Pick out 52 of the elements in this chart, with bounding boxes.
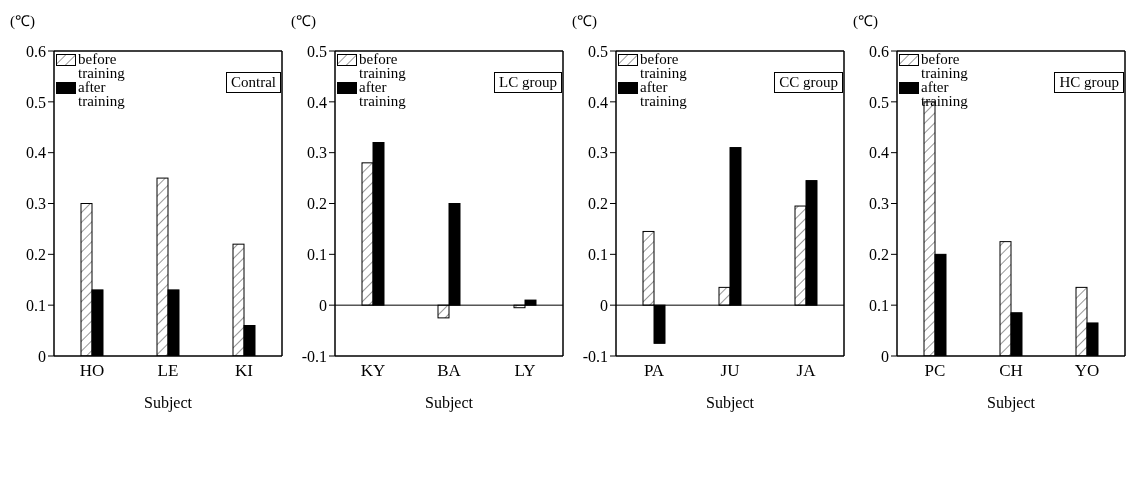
y-axis-title: (℃) [291, 12, 316, 30]
x-axis-title: Subject [987, 394, 1036, 412]
y-tick-label: 0.3 [307, 144, 327, 162]
y-tick-label: -0.1 [582, 347, 608, 365]
x-axis-title: Subject [425, 394, 474, 412]
x-tick-label: PC [924, 361, 946, 381]
text: Contral [226, 72, 281, 93]
y-tick-label: 0.5 [307, 42, 327, 60]
y-tick-label: 0.2 [26, 246, 46, 264]
y-tick-label: 0.1 [26, 296, 46, 314]
y-tick-label: 0.4 [869, 144, 889, 162]
y-tick-label: 0 [38, 347, 46, 365]
x-tick-label: KI [235, 361, 254, 381]
x-tick-label: YO [1074, 361, 1100, 381]
x-tick-label: JA [796, 361, 817, 381]
x-tick-label: KY [360, 361, 386, 381]
y-tick-label: -0.1 [301, 347, 327, 365]
y-tick-label: 0.2 [588, 195, 608, 213]
y-axis-title: (℃) [853, 12, 878, 30]
y-tick-label: 0.1 [588, 246, 608, 264]
x-axis-title: Subject [706, 394, 755, 412]
text: HC group [1054, 72, 1124, 93]
x-tick-label: LE [157, 361, 179, 381]
y-tick-label: 0.6 [26, 42, 46, 60]
text: CC group [774, 72, 843, 93]
y-tick-label: 0.1 [869, 296, 889, 314]
text: LC group [494, 72, 562, 93]
y-tick-label: 0.4 [26, 144, 46, 162]
y-tick-label: 0.5 [588, 42, 608, 60]
y-tick-label: 0.4 [307, 93, 327, 111]
x-tick-label: CH [999, 361, 1023, 381]
y-tick-label: 0.4 [588, 93, 608, 111]
y-tick-label: 0 [600, 296, 608, 314]
x-tick-label: HO [79, 361, 105, 381]
x-tick-label: LY [514, 361, 536, 381]
x-axis-title: Subject [144, 394, 193, 412]
y-tick-label: 0.3 [26, 195, 46, 213]
y-tick-label: 0.5 [26, 93, 46, 111]
x-tick-label: JU [720, 361, 740, 381]
y-tick-label: 0.3 [869, 195, 889, 213]
x-tick-label: BA [437, 361, 462, 381]
y-tick-label: 0.2 [869, 246, 889, 264]
x-tick-label: PA [643, 361, 665, 381]
y-tick-label: 0.6 [869, 42, 889, 60]
y-tick-label: 0.2 [307, 195, 327, 213]
y-axis-title: (℃) [10, 12, 35, 30]
y-tick-label: 0 [319, 296, 327, 314]
y-tick-label: 0.1 [307, 246, 327, 264]
y-tick-label: 0.5 [869, 93, 889, 111]
y-tick-label: 0 [881, 347, 889, 365]
y-axis-title: (℃) [572, 12, 597, 30]
y-tick-label: 0.3 [588, 144, 608, 162]
